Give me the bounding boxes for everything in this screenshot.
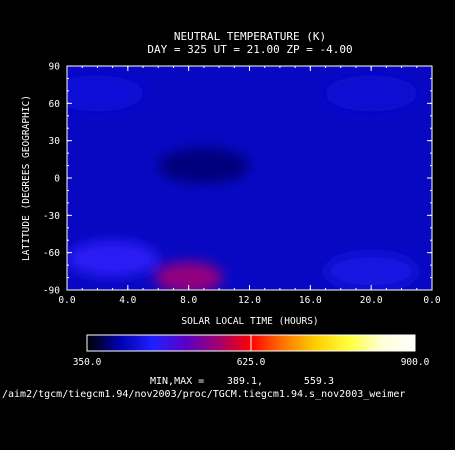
y-tick-label: -30 — [43, 211, 60, 222]
y-tick-label: 0 — [54, 174, 60, 185]
footer-path: /aim2/tgcm/tiegcm1.94/nov2003/proc/TGCM.… — [2, 389, 405, 400]
colorbar-tick-label: 625.0 — [237, 357, 266, 368]
minmax-min-value: 389.1, — [227, 376, 263, 387]
x-tick-label: 12.0 — [238, 295, 261, 306]
y-tick-label: 90 — [49, 62, 61, 73]
heatmap-feature — [67, 240, 159, 277]
heatmap-feature — [67, 75, 144, 112]
chart-subtitle: DAY = 325 UT = 21.00 ZP = -4.00 — [147, 43, 352, 56]
heatmap-feature — [325, 75, 418, 112]
y-axis: 90 60 30 0 -30 -60 -90 — [43, 62, 432, 297]
x-tick-label: 16.0 — [299, 295, 322, 306]
heatmap-feature — [157, 147, 250, 184]
minmax-label: MIN,MAX = — [150, 376, 204, 387]
x-tick-label: 8.0 — [180, 295, 197, 306]
x-tick-label: 0.0 — [58, 295, 75, 306]
minmax-max-value: 559.3 — [304, 376, 334, 387]
heatmap-feature — [154, 261, 223, 290]
x-tick-label: 0.0 — [423, 295, 440, 306]
y-axis-label: LATITUDE (DEGREES GEOGRAPHIC) — [21, 95, 32, 261]
colorbar-tick-label: 900.0 — [401, 357, 430, 368]
x-axis-label: SOLAR LOCAL TIME (HOURS) — [181, 316, 318, 327]
colorbar-ticks: 350.0 625.0 900.0 — [73, 335, 430, 368]
heatmap-feature — [325, 253, 418, 290]
x-axis: 0.0 4.0 8.0 12.0 16.0 20.0 0.0 — [58, 66, 441, 306]
y-tick-label: 60 — [49, 99, 61, 110]
y-tick-label: -90 — [43, 286, 60, 297]
x-tick-label: 20.0 — [360, 295, 383, 306]
colorbar-tick-label: 350.0 — [73, 357, 102, 368]
x-tick-label: 4.0 — [119, 295, 136, 306]
y-tick-label: 30 — [49, 136, 61, 147]
y-tick-label: -60 — [43, 248, 60, 259]
plot-area — [67, 66, 432, 290]
chart-title: NEUTRAL TEMPERATURE (K) — [174, 30, 326, 43]
